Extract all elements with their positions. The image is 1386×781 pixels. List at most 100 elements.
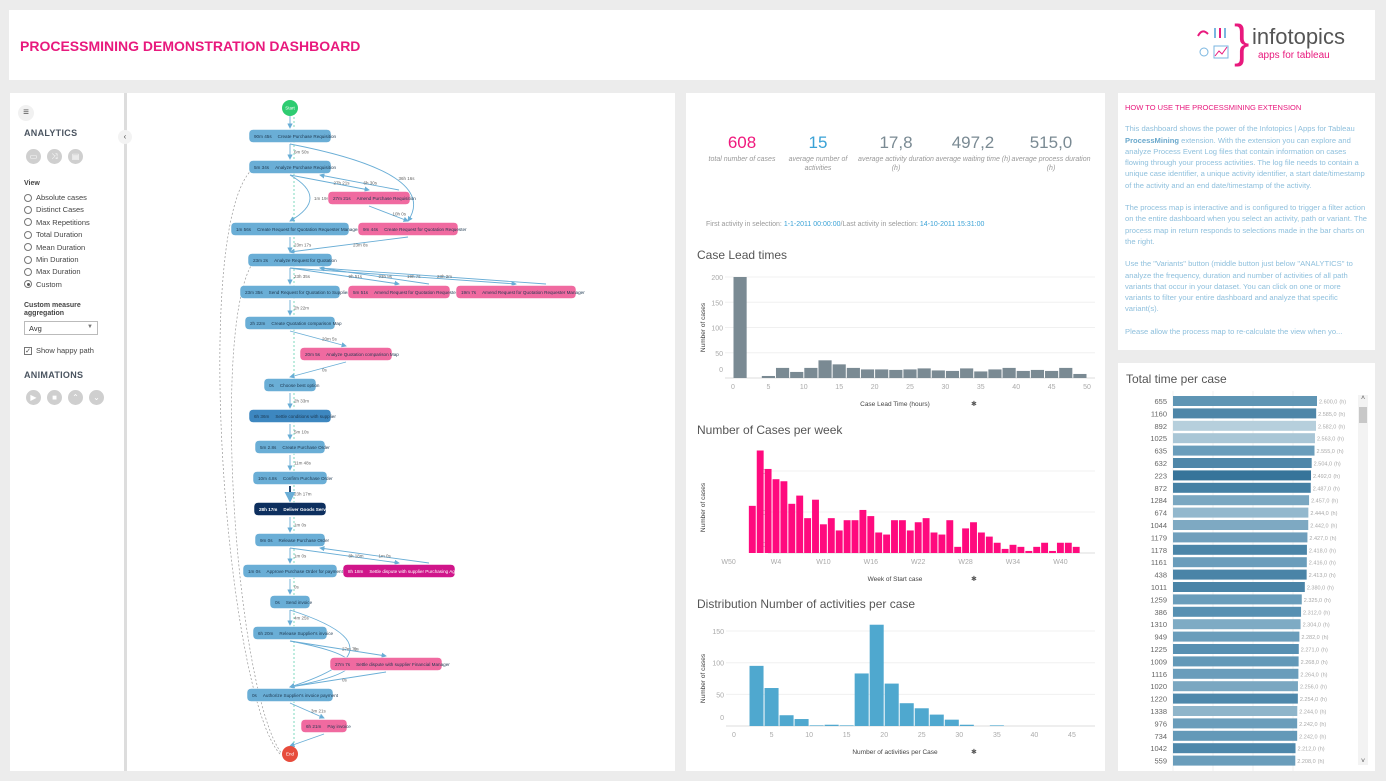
hamburger-icon[interactable]: ≡	[18, 105, 34, 121]
histogram-bar[interactable]	[794, 719, 809, 726]
histogram-bar[interactable]	[1073, 373, 1087, 378]
histogram-bar[interactable]	[824, 724, 839, 726]
start-node[interactable]: Start	[282, 100, 298, 116]
histogram-bar[interactable]	[1002, 367, 1016, 378]
histogram-bar[interactable]	[1030, 369, 1045, 378]
histogram-bar[interactable]	[889, 369, 903, 378]
view-option[interactable]: Max Duration	[24, 267, 81, 276]
process-edge[interactable]	[319, 265, 547, 285]
activity-node[interactable]: 0s Choose best option	[263, 378, 320, 392]
histogram-bar[interactable]	[860, 369, 875, 378]
activity-node[interactable]: 20m 5s Analyze Quotation comparison Map	[299, 347, 399, 361]
histogram-bar[interactable]	[809, 725, 824, 726]
case-bar[interactable]	[1173, 445, 1315, 456]
activity-node[interactable]: 27m 7s Settle dispute with supplier Finan…	[329, 657, 450, 671]
activities-per-case-chart[interactable]: 0 50 100 150 0 5 10 15 20 25 30 35 40 45 Number of act…	[695, 617, 1100, 765]
histogram-bar[interactable]	[899, 703, 914, 726]
week-bar[interactable]	[772, 479, 780, 553]
activity-node[interactable]: 10m 4.8s Confirm Purchase Order	[252, 471, 333, 485]
case-bar[interactable]	[1173, 408, 1317, 419]
activity-node[interactable]: 9m 0s Release Purchase Order	[254, 533, 330, 547]
case-bar[interactable]	[1173, 582, 1305, 592]
activity-node[interactable]: 0s Authorize Supplier's invoice payment	[246, 688, 339, 702]
week-bar[interactable]	[827, 518, 835, 553]
case-bar[interactable]	[1173, 433, 1315, 444]
week-bar[interactable]	[812, 499, 819, 553]
week-bar[interactable]	[954, 546, 962, 553]
activity-node[interactable]: 1m 0s Approve Purchase Order for payment	[242, 564, 344, 578]
histogram-bar[interactable]	[846, 367, 860, 378]
case-bar[interactable]	[1173, 507, 1309, 518]
case-bar[interactable]	[1173, 693, 1298, 704]
case-bar[interactable]	[1173, 668, 1299, 679]
process-edge[interactable]	[289, 671, 387, 689]
process-edge[interactable]	[319, 265, 430, 285]
week-bar[interactable]	[1017, 546, 1025, 553]
week-bar[interactable]	[891, 520, 898, 553]
week-bar[interactable]	[883, 534, 891, 553]
process-edge[interactable]	[289, 702, 325, 719]
histogram-bar[interactable]	[945, 370, 960, 378]
week-bar[interactable]	[970, 522, 977, 553]
week-bar[interactable]	[1009, 544, 1017, 553]
report-icon[interactable]: ▤	[68, 149, 83, 164]
week-bar[interactable]	[938, 534, 946, 553]
view-option[interactable]: Custom	[24, 280, 62, 289]
case-bar[interactable]	[1173, 557, 1307, 568]
week-bar[interactable]	[1033, 546, 1041, 553]
process-edge[interactable]	[289, 330, 347, 348]
case-bar[interactable]	[1173, 656, 1299, 667]
week-bar[interactable]	[906, 530, 914, 553]
case-bar[interactable]	[1173, 569, 1307, 580]
activity-node[interactable]: 5m 51s Amend Request for Quotation Reques…	[347, 285, 458, 299]
histogram-bar[interactable]	[875, 369, 889, 378]
week-bar[interactable]	[985, 536, 993, 553]
week-bar[interactable]	[1056, 542, 1064, 553]
histogram-bar[interactable]	[761, 375, 775, 378]
case-bar[interactable]	[1173, 730, 1298, 741]
histogram-bar[interactable]	[903, 369, 917, 378]
case-bar[interactable]	[1173, 755, 1296, 766]
histogram-bar[interactable]	[960, 368, 974, 378]
week-bar[interactable]	[898, 520, 906, 553]
week-bar[interactable]	[788, 503, 796, 553]
process-edge[interactable]	[289, 609, 351, 689]
end-node[interactable]: End	[282, 746, 298, 762]
activity-node[interactable]: 6h 36m Settle conditions with supplier	[248, 409, 336, 423]
total-time-per-case-chart[interactable]: 655 2.600,0 (h)1160 2.585,0 (h)892 2.582,0 (h)…	[1118, 391, 1358, 771]
week-bar[interactable]	[922, 518, 930, 553]
scrollbar-thumb[interactable]	[1359, 407, 1367, 423]
week-bar[interactable]	[962, 528, 970, 553]
cases-per-week-chart[interactable]: 02040W50W4W10W16W22W28W34W40Week of Star…	[695, 442, 1100, 590]
week-bar[interactable]	[1049, 550, 1056, 553]
histogram-bar[interactable]	[832, 364, 846, 378]
process-edge[interactable]	[289, 547, 400, 566]
view-option[interactable]: Min Duration	[24, 255, 79, 264]
histogram-bar[interactable]	[1059, 367, 1073, 378]
activity-node[interactable]: 23m 35s Send Request for Quotation to Sup…	[239, 285, 349, 299]
week-bar[interactable]	[780, 481, 788, 553]
case-bar[interactable]	[1173, 681, 1298, 692]
histogram-bar[interactable]	[733, 277, 747, 378]
process-edge[interactable]	[368, 205, 409, 222]
week-bar[interactable]	[946, 520, 954, 553]
case-bar[interactable]	[1173, 606, 1302, 617]
case-bar[interactable]	[1173, 706, 1298, 716]
week-bar[interactable]	[764, 468, 772, 553]
chevron-up-icon[interactable]: ˄	[1360, 395, 1366, 402]
pin-icon[interactable]: ✱	[971, 748, 977, 756]
histogram-bar[interactable]	[854, 673, 869, 726]
week-bar[interactable]	[843, 520, 851, 553]
process-edge[interactable]	[289, 174, 311, 222]
activity-node[interactable]: 6h 21m Pay invoice	[300, 719, 351, 733]
histogram-bar[interactable]	[839, 725, 854, 726]
process-edge[interactable]	[289, 174, 370, 192]
histogram-bar[interactable]	[917, 368, 931, 378]
activity-node[interactable]: 1m 56s Create Request for Quotation Reque…	[230, 222, 359, 236]
pin-icon[interactable]: ✱	[971, 400, 977, 408]
scrollbar[interactable]: ˄ ˅	[1358, 395, 1368, 765]
histogram-bar[interactable]	[1016, 370, 1030, 378]
case-bar[interactable]	[1173, 631, 1300, 642]
week-bar[interactable]	[756, 450, 764, 554]
histogram-bar[interactable]	[931, 370, 945, 378]
